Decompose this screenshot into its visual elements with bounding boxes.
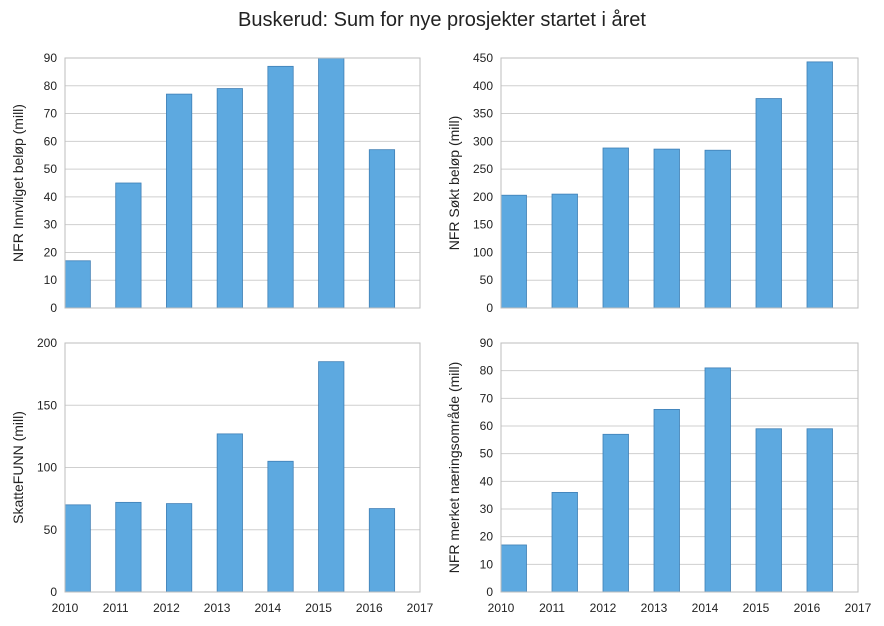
bar-2015 xyxy=(318,57,345,309)
bar-2016 xyxy=(806,428,833,593)
y-tick-label: 100 xyxy=(473,245,493,259)
x-tick-label: 2011 xyxy=(539,601,565,615)
y-tick-label: 90 xyxy=(44,51,58,65)
y-axis-label: SkatteFUNN (mill) xyxy=(10,411,26,524)
y-tick-label: 0 xyxy=(50,301,57,315)
bar-2013 xyxy=(653,408,680,593)
y-tick-label: 450 xyxy=(473,51,493,65)
y-tick-label: 60 xyxy=(44,134,58,148)
y-tick-label: 80 xyxy=(480,364,494,378)
y-tick-label: 0 xyxy=(486,585,493,599)
y-tick-label: 50 xyxy=(480,447,494,461)
x-tick-label: 2011 xyxy=(103,601,129,615)
bar-2011 xyxy=(115,501,142,593)
plot-frame xyxy=(500,57,859,309)
x-tick-label: 2014 xyxy=(255,601,282,615)
plot-frame xyxy=(500,342,859,593)
y-tick-label: 60 xyxy=(480,419,494,433)
y-tick-label: 20 xyxy=(480,530,494,544)
y-tick-label: 200 xyxy=(473,190,493,204)
y-tick-label: 40 xyxy=(44,190,58,204)
y-tick-label: 90 xyxy=(480,336,494,350)
y-axis-label: NFR Søkt beløp (mill) xyxy=(446,116,462,251)
x-tick-label: 2010 xyxy=(488,601,515,615)
bar-2015 xyxy=(755,428,782,593)
y-tick-label: 50 xyxy=(44,523,58,537)
y-tick-label: 350 xyxy=(473,107,493,121)
plot-frame xyxy=(64,342,421,593)
bar-2012 xyxy=(602,433,629,593)
bar-2011 xyxy=(115,182,142,309)
y-tick-label: 30 xyxy=(480,502,494,516)
y-tick-label: 0 xyxy=(50,585,57,599)
y-tick-label: 200 xyxy=(37,336,57,350)
y-tick-label: 10 xyxy=(480,557,494,571)
x-tick-label: 2017 xyxy=(407,601,434,615)
y-axis-label: NFR Innvilget beløp (mill) xyxy=(10,104,26,262)
bar-2010 xyxy=(64,260,91,309)
panel-nfr-innvilget: 0 10 20 30 40 50 60 70 80 90 NFR Innvilget beløp (… xyxy=(10,51,421,315)
y-tick-label: 30 xyxy=(44,218,58,232)
bar-2014 xyxy=(704,149,731,309)
bar-2016 xyxy=(806,61,833,309)
y-tick-label: 150 xyxy=(473,218,493,232)
y-tick-label: 50 xyxy=(44,162,58,176)
y-tick-label: 50 xyxy=(480,273,494,287)
bar-2014 xyxy=(704,367,731,593)
bar-2013 xyxy=(216,433,243,593)
bar-2014 xyxy=(267,65,294,309)
y-tick-label: 70 xyxy=(480,391,494,405)
bar-2010 xyxy=(500,544,527,593)
bar-2014 xyxy=(267,460,294,593)
x-tick-label: 2010 xyxy=(52,601,79,615)
x-tick-label: 2013 xyxy=(204,601,231,615)
panel-skattefunn: 0 50 100 150 200 2010 2011 2012 2013 2014 2015 2016… xyxy=(10,336,434,615)
bar-2013 xyxy=(653,148,680,309)
bar-2012 xyxy=(166,93,193,309)
bar-2016 xyxy=(368,508,396,593)
panel-nfr-naeringsomrade: 0 10 20 30 40 50 60 70 80 90 2010 2011 2012 2013 2014 2… xyxy=(446,336,872,615)
y-tick-label: 300 xyxy=(473,134,493,148)
y-tick-label: 10 xyxy=(44,273,58,287)
bar-2012 xyxy=(166,503,193,593)
x-tick-label: 2015 xyxy=(743,601,770,615)
figure-title: Buskerud: Sum for nye prosjekter startet… xyxy=(238,9,646,31)
y-axis-label: NFR merket næringsområde (mill) xyxy=(446,362,462,574)
bar-2011 xyxy=(551,491,578,593)
bar-2013 xyxy=(216,88,243,309)
y-tick-label: 100 xyxy=(37,461,57,475)
x-tick-label: 2017 xyxy=(845,601,872,615)
x-tick-label: 2016 xyxy=(356,601,383,615)
x-tick-label: 2015 xyxy=(305,601,332,615)
y-tick-label: 150 xyxy=(37,398,57,412)
x-tick-label: 2014 xyxy=(692,601,719,615)
y-tick-label: 70 xyxy=(44,107,58,121)
y-tick-label: 0 xyxy=(486,301,493,315)
y-tick-label: 250 xyxy=(473,162,493,176)
panel-nfr-sokt: 0 50 100 150 200 250 300 350 400 450 NFR Søkt belø… xyxy=(446,51,859,315)
bar-2015 xyxy=(755,98,782,309)
y-tick-label: 400 xyxy=(473,79,493,93)
y-tick-label: 20 xyxy=(44,245,58,259)
y-tick-label: 40 xyxy=(480,474,494,488)
bar-2011 xyxy=(551,193,578,309)
bar-2010 xyxy=(500,194,527,309)
plot-frame xyxy=(64,57,421,309)
x-tick-label: 2012 xyxy=(590,601,617,615)
bar-2012 xyxy=(602,147,629,309)
x-tick-label: 2016 xyxy=(794,601,821,615)
bar-2015 xyxy=(318,361,345,593)
y-tick-label: 80 xyxy=(44,79,58,93)
x-tick-label: 2013 xyxy=(641,601,668,615)
bar-2016 xyxy=(368,149,396,309)
bar-2010 xyxy=(64,504,91,593)
x-tick-label: 2012 xyxy=(153,601,180,615)
